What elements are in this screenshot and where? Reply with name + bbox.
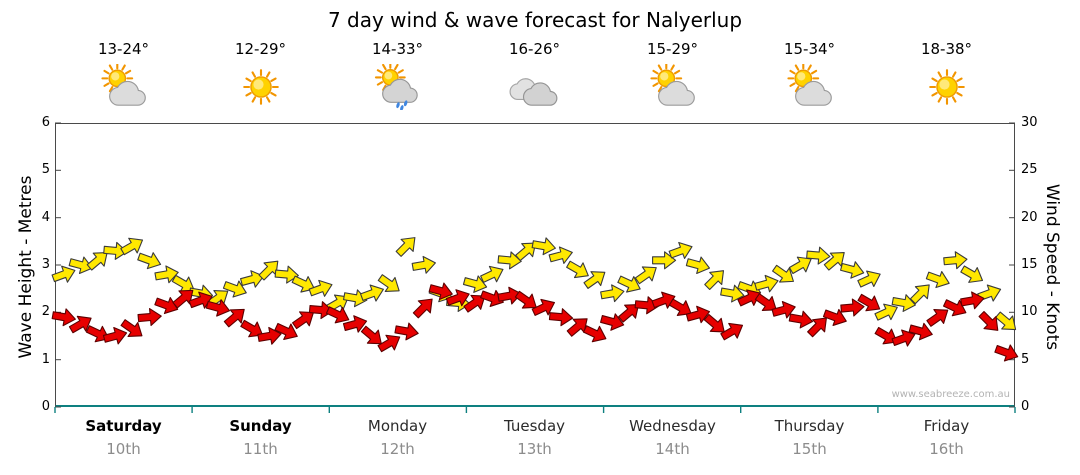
day-footer: Wednesday 14th <box>604 417 741 458</box>
right-tick-label: 20 <box>1021 210 1038 225</box>
chart-title: 7 day wind & wave forecast for Nalyerlup <box>327 8 743 32</box>
temperature-range: 15-34° <box>783 40 836 58</box>
day-footer: Tuesday 13th <box>466 417 603 458</box>
day-header: 13-24° <box>55 40 192 110</box>
right-tick-label: 5 <box>1021 352 1030 367</box>
day-date: 16th <box>929 440 964 458</box>
left-tick-label: 6 <box>41 115 50 130</box>
temperature-range: 14-33° <box>371 40 424 58</box>
sun-cloud-icon <box>646 62 700 110</box>
day-name: Tuesday <box>503 417 566 435</box>
day-date: 15th <box>792 440 827 458</box>
temperature-range: 18-38° <box>920 40 973 58</box>
day-header: 15-34° <box>741 40 878 110</box>
day-name: Friday <box>923 417 970 435</box>
right-tick-label: 30 <box>1021 115 1038 130</box>
day-footer: Sunday 11th <box>192 417 329 458</box>
day-header: 14-33° <box>329 40 466 112</box>
left-tick-label: 4 <box>41 210 50 225</box>
day-date: 14th <box>655 440 690 458</box>
temperature-range: 16-26° <box>508 40 561 58</box>
day-name: Saturday <box>85 417 162 435</box>
day-header: 15-29° <box>604 40 741 110</box>
day-name: Monday <box>367 417 428 435</box>
sun-cloud-icon <box>97 62 151 110</box>
day-name: Thursday <box>774 417 845 435</box>
day-footer: Friday 16th <box>878 417 1015 458</box>
day-date: 13th <box>517 440 552 458</box>
right-tick-label: 10 <box>1021 304 1038 319</box>
left-tick-label: 5 <box>41 162 50 177</box>
plot-area <box>55 123 1015 407</box>
left-tick-label: 0 <box>41 399 50 414</box>
watermark: www.seabreeze.com.au <box>891 389 1010 400</box>
day-footer: Monday 12th <box>329 417 466 458</box>
temperature-range: 13-24° <box>97 40 150 58</box>
sunny-icon <box>234 64 288 110</box>
day-header: 18-38° <box>878 40 1015 110</box>
temperature-range: 15-29° <box>646 40 699 58</box>
sun-cloud-icon <box>783 62 837 110</box>
day-date: 12th <box>380 440 415 458</box>
right-tick-label: 15 <box>1021 257 1038 272</box>
right-tick-label: 25 <box>1021 162 1038 177</box>
day-date: 10th <box>106 440 141 458</box>
temperature-range: 12-29° <box>234 40 287 58</box>
day-date: 11th <box>243 440 278 458</box>
left-tick-label: 1 <box>41 352 50 367</box>
day-name: Wednesday <box>629 417 716 435</box>
day-footer: Thursday 15th <box>741 417 878 458</box>
sun-cloud-rain-icon <box>371 61 425 112</box>
sunny-icon <box>920 64 974 110</box>
day-footer: Saturday 10th <box>55 417 192 458</box>
left-tick-label: 3 <box>41 257 50 272</box>
day-header: 12-29° <box>192 40 329 110</box>
day-header: 16-26° <box>466 40 603 110</box>
day-name: Sunday <box>229 417 292 435</box>
left-tick-label: 2 <box>41 304 50 319</box>
cloudy-icon <box>508 64 562 110</box>
right-tick-label: 0 <box>1021 399 1030 414</box>
